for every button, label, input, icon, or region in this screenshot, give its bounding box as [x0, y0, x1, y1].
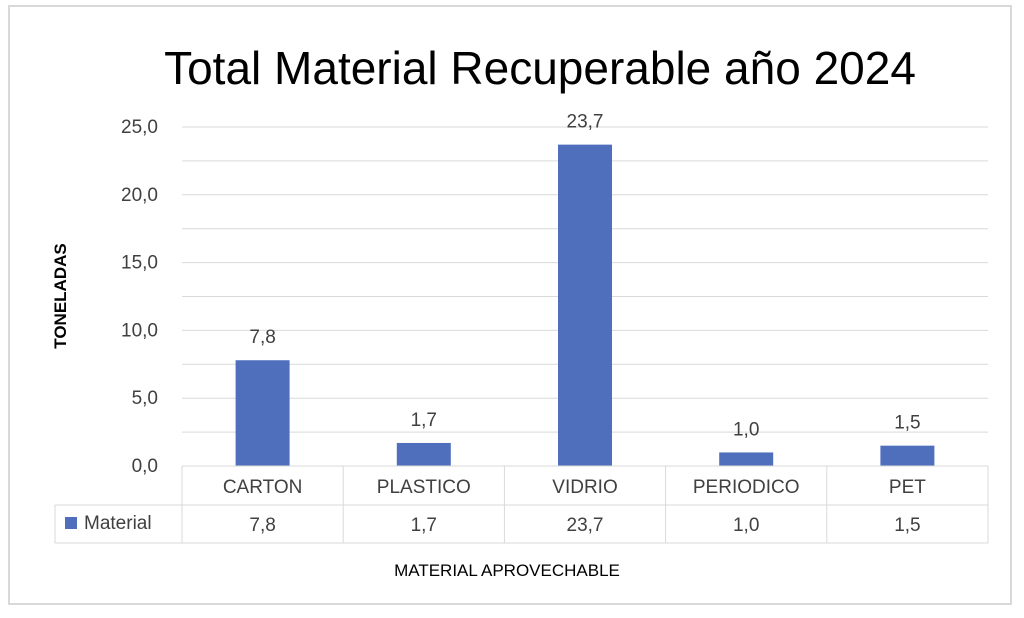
data-table: CARTON 7,8 PLASTICO 1,7 VIDRIO 23,7 PERIODICO 1…: [54, 465, 989, 544]
category-label: VIDRIO: [552, 477, 617, 498]
bar: [719, 452, 774, 466]
data-label: 1,5: [894, 413, 920, 434]
table-value: 1,7: [411, 515, 437, 536]
bar: [396, 442, 451, 466]
y-tick-label: 20,0: [121, 185, 158, 206]
legend-label: Material: [84, 513, 152, 534]
y-tick-label: 0,0: [132, 456, 158, 477]
y-tick-label: 5,0: [132, 388, 158, 409]
data-label: 1,7: [411, 410, 437, 431]
x-axis-title: MATERIAL APROVECHABLE: [394, 561, 620, 580]
category-label: PERIODICO: [693, 477, 800, 498]
category-label: CARTON: [223, 477, 303, 498]
chart-title: Total Material Recuperable año 2024: [164, 42, 916, 94]
data-label: 7,8: [249, 327, 275, 348]
y-axis-title: TONELADAS: [51, 243, 70, 348]
data-label: 23,7: [567, 112, 604, 133]
data-label: 1,0: [733, 419, 759, 440]
y-tick-label: 15,0: [121, 253, 158, 274]
bar: [235, 360, 290, 466]
category-label: PLASTICO: [377, 477, 471, 498]
y-tick-label: 25,0: [121, 117, 158, 138]
table-value: 23,7: [567, 515, 604, 536]
category-label: PET: [889, 477, 926, 498]
table-value: 7,8: [249, 515, 275, 536]
bar: [558, 144, 612, 467]
data-labels: 7,8 1,7 23,7 1,0 1,5: [249, 112, 920, 441]
table-value: 1,0: [733, 515, 759, 536]
table-value: 1,5: [894, 515, 920, 536]
bar: [880, 445, 935, 466]
y-tick-label: 10,0: [121, 320, 158, 341]
legend-swatch: [65, 517, 77, 529]
bars: [235, 144, 935, 467]
y-axis-ticks: 0,0 5,0 10,0 15,0 20,0 25,0: [121, 117, 158, 477]
